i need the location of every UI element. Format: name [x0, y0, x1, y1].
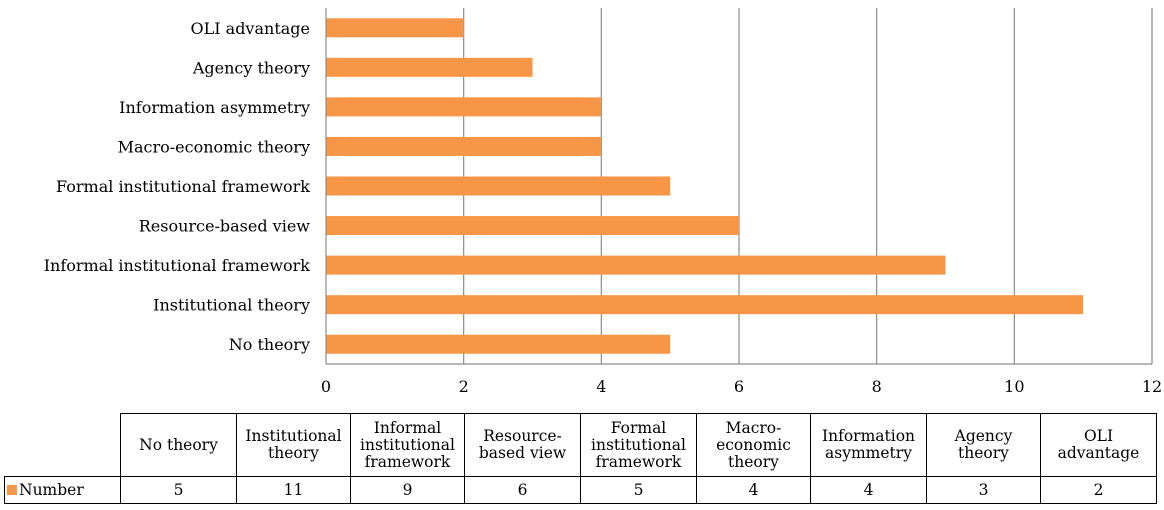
data-table-value-cell: 6 [464, 476, 581, 504]
bar [326, 97, 602, 117]
bar [326, 255, 946, 275]
y-category-label: Institutional theory [153, 296, 310, 315]
x-tick-label: 10 [1004, 377, 1024, 396]
data-table-corner [4, 413, 121, 477]
data-table: No theory Institutional theory Informal in… [4, 413, 1157, 504]
series-name: Number [19, 480, 84, 499]
y-category-label: No theory [229, 335, 310, 354]
data-table-value-cell: 2 [1040, 476, 1157, 504]
bar [326, 216, 739, 236]
data-table-value-cell: 4 [810, 476, 927, 504]
data-table-header-cell: OLI advantage [1040, 413, 1157, 477]
legend-swatch [7, 484, 17, 495]
data-table-header-cell: No theory [120, 413, 237, 477]
y-category-label: Formal institutional framework [56, 177, 310, 196]
x-tick-label: 12 [1142, 377, 1162, 396]
x-tick-label: 6 [734, 377, 744, 396]
data-table-value-cell: 11 [236, 476, 351, 504]
x-tick-label: 0 [321, 377, 331, 396]
data-table-header-cell: Institutional theory [236, 413, 351, 477]
data-table-header-row: No theory Institutional theory Informal in… [4, 413, 1157, 477]
data-table-header-cell: Informal institutional framework [350, 413, 465, 477]
data-table-value-cell: 3 [926, 476, 1041, 504]
y-category-label: Informal institutional framework [44, 256, 311, 275]
data-table-value-cell: 4 [696, 476, 811, 504]
data-table-header-cell: Information asymmetry [810, 413, 927, 477]
y-category-label: Macro-economic theory [118, 137, 310, 156]
bar [326, 334, 671, 354]
bar [326, 176, 671, 196]
bar-chart: 0 2 4 6 8 10 12 No theory Institutional theory In… [44, 8, 1162, 396]
y-category-label: Resource-based view [139, 217, 311, 236]
x-tick-label: 2 [459, 377, 469, 396]
y-category-label: Agency theory [192, 58, 310, 77]
x-tick-label: 8 [872, 377, 882, 396]
data-table-header-cell: Resource- based view [464, 413, 581, 477]
data-table-value-cell: 5 [120, 476, 237, 504]
data-table-value-cell: 9 [350, 476, 465, 504]
bar [326, 136, 602, 156]
data-table-header-cell: Macro- economic theory [696, 413, 811, 477]
bar [326, 18, 464, 38]
data-table-values-row: Number 5 11 9 6 5 4 4 3 2 [4, 476, 1157, 504]
data-table-header-cell: Formal institutional framework [580, 413, 697, 477]
y-category-label: Information asymmetry [119, 98, 310, 117]
data-table-value-cell: 5 [580, 476, 697, 504]
y-category-label: OLI advantage [191, 19, 311, 38]
bar [326, 295, 1084, 315]
bar [326, 57, 533, 77]
data-table-series-cell: Number [4, 476, 121, 504]
data-table-header-cell: Agency theory [926, 413, 1041, 477]
x-tick-label: 4 [596, 377, 606, 396]
